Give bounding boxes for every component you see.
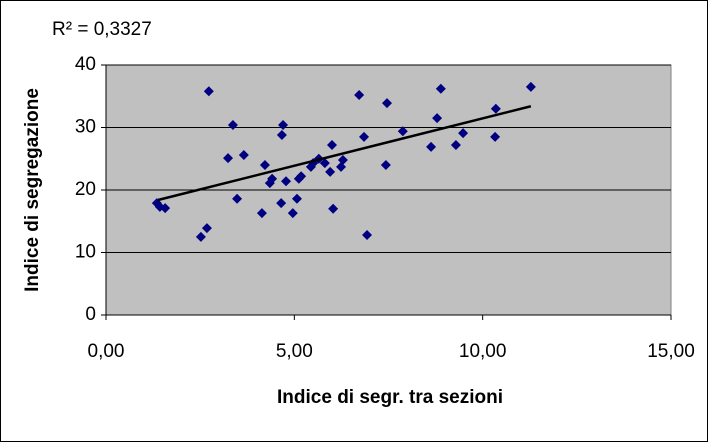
data-point (267, 173, 278, 184)
y-tick-label: 20 (75, 179, 96, 200)
data-point (362, 230, 373, 240)
data-point (525, 81, 536, 92)
data-point (195, 231, 206, 242)
data-point (203, 86, 214, 97)
data-point (354, 90, 365, 100)
data-point (319, 158, 330, 169)
data-point (256, 208, 267, 219)
x-tick-label: 0,00 (88, 341, 125, 362)
y-tick-label: 0 (85, 304, 96, 325)
x-tick-label: 15,00 (647, 341, 695, 362)
data-point (458, 128, 469, 139)
data-point (337, 155, 348, 165)
data-point (359, 131, 370, 142)
data-point (450, 140, 461, 150)
data-point (291, 193, 302, 204)
data-point (276, 130, 287, 140)
data-point (381, 98, 392, 109)
data-point (287, 208, 298, 219)
data-point (296, 171, 307, 182)
data-point (325, 166, 336, 177)
data-point (232, 193, 243, 204)
data-point (201, 223, 212, 234)
data-point (490, 131, 501, 142)
r-squared-annotation: R² = 0,3327 (52, 19, 152, 40)
data-point (278, 120, 289, 130)
x-tick-label: 5,00 (276, 341, 313, 362)
data-point (380, 160, 391, 170)
trendline (157, 105, 532, 202)
data-point (276, 198, 287, 209)
y-tick-label: 30 (75, 117, 96, 138)
data-point (426, 141, 437, 152)
data-point (223, 153, 234, 164)
data-point (238, 150, 249, 160)
data-point (328, 203, 339, 214)
data-point (490, 103, 501, 114)
data-point (227, 120, 238, 130)
data-point (281, 176, 292, 187)
data-point (259, 160, 270, 170)
data-point (435, 83, 446, 94)
y-axis-label: Indice di segregazione (22, 88, 43, 292)
x-tick-label: 10,00 (459, 341, 507, 362)
data-point (432, 113, 443, 124)
data-point (327, 140, 337, 150)
y-tick-label: 40 (75, 54, 96, 75)
data-point (397, 126, 408, 137)
y-tick-label: 10 (75, 242, 96, 263)
data-point (160, 203, 171, 214)
x-axis-label: Indice di segr. tra sezioni (277, 387, 503, 408)
